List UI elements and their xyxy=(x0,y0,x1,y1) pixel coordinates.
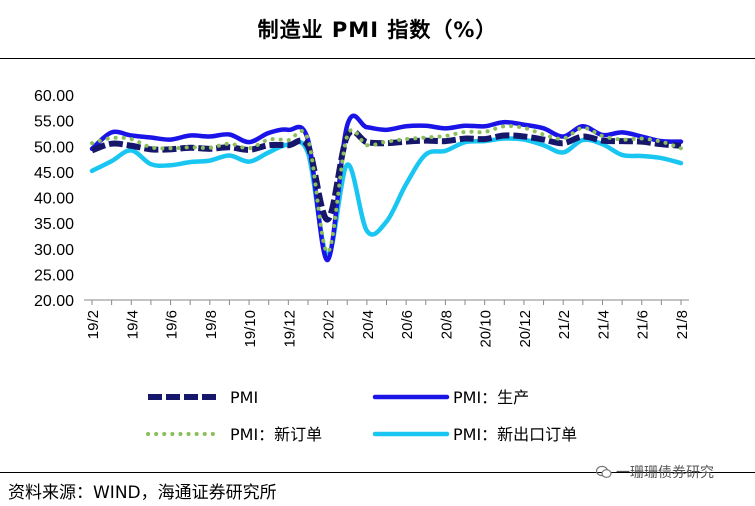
y-tick-label: 25.00 xyxy=(34,267,74,284)
x-tick-label: 20/10 xyxy=(478,310,495,348)
x-tick-label: 20/12 xyxy=(517,310,534,348)
x-tick-label: 20/6 xyxy=(399,310,416,339)
legend-label: PMI：新出口订单 xyxy=(453,425,577,444)
x-tick-label: 21/4 xyxy=(595,310,612,339)
y-axis: 60.00 55.00 50.00 45.00 40.00 35.00 30.00 25.00… xyxy=(34,88,74,310)
x-tick-label: 19/6 xyxy=(164,310,181,339)
x-tick-label: 19/12 xyxy=(281,310,298,348)
x-tick-label: 20/4 xyxy=(360,310,377,339)
x-tick-label: 19/8 xyxy=(203,310,220,339)
legend: PMI PMI：生产 PMI：新订单 PMI：新出口订单 xyxy=(146,388,577,444)
x-tick-label: 20/8 xyxy=(438,310,455,339)
y-tick-label: 40.00 xyxy=(34,191,74,208)
series-line xyxy=(89,136,684,258)
x-tick-label: 19/10 xyxy=(242,310,259,348)
y-tick-label: 55.00 xyxy=(34,114,74,131)
watermark-text: 一珊珊债券研究 xyxy=(616,465,714,481)
wechat-icon xyxy=(596,465,612,478)
legend-label: PMI xyxy=(230,388,258,407)
x-tick-label: 21/6 xyxy=(635,310,652,339)
legend-label: PMI：新订单 xyxy=(230,425,322,444)
x-tick-label: 19/4 xyxy=(124,310,141,339)
series-lines xyxy=(89,113,684,263)
series-line xyxy=(90,124,683,255)
x-tick-label: 19/2 xyxy=(85,310,102,339)
y-tick-label: 20.00 xyxy=(34,293,74,310)
legend-label: PMI：生产 xyxy=(453,388,529,407)
series-line xyxy=(90,128,682,223)
x-tick-label: 21/2 xyxy=(556,310,573,339)
chart-title: 制造业 PMI 指数（%） xyxy=(257,18,498,42)
source-note: 资料来源：WIND，海通证券研究所 xyxy=(8,483,277,503)
top-rule xyxy=(0,58,755,59)
y-tick-label: 60.00 xyxy=(34,88,74,105)
y-tick-label: 45.00 xyxy=(34,165,74,182)
x-tick-label: 20/2 xyxy=(321,310,338,339)
bottom-rule xyxy=(0,472,755,473)
x-tick-label: 21/8 xyxy=(674,310,691,339)
y-tick-label: 50.00 xyxy=(34,139,74,156)
pmi-line-chart: 60.00 55.00 50.00 45.00 40.00 35.00 30.00 25.00… xyxy=(34,88,691,444)
y-tick-label: 35.00 xyxy=(34,216,74,233)
watermark: 一珊珊债券研究 xyxy=(596,462,714,482)
x-axis: 19/2 19/4 19/6 19/8 19/10 19/12 20/2 20/4 20/6 20… xyxy=(84,299,691,348)
series-line xyxy=(89,113,684,263)
y-tick-label: 30.00 xyxy=(34,242,74,259)
